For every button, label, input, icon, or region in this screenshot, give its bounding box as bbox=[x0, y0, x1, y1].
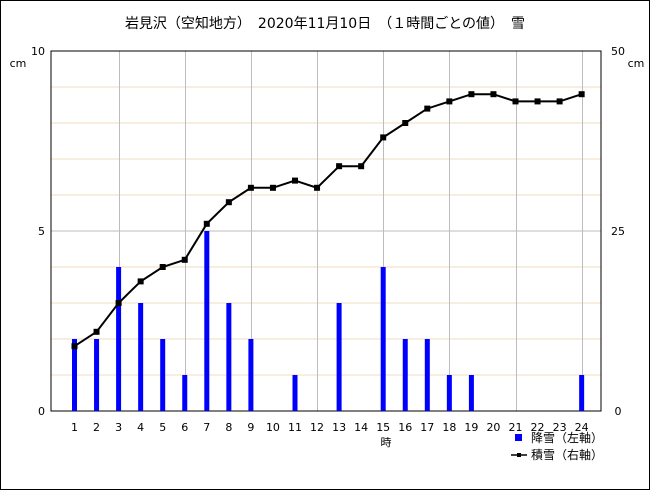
right-axis-unit: cm bbox=[628, 57, 645, 70]
snowfall-bar bbox=[160, 339, 166, 411]
snowfall-bar bbox=[204, 231, 210, 411]
snowfall-bar bbox=[468, 375, 474, 411]
snow-depth-point bbox=[424, 105, 431, 112]
x-tick-label: 12 bbox=[310, 421, 324, 434]
x-tick-label: 11 bbox=[288, 421, 302, 434]
snow-depth-point bbox=[159, 264, 166, 270]
x-tick-label: 24 bbox=[575, 421, 589, 434]
legend-bar-swatch bbox=[515, 434, 522, 441]
legend-line-marker bbox=[517, 453, 521, 457]
snow-depth-point bbox=[512, 98, 519, 105]
snow-depth-point bbox=[358, 163, 365, 170]
snowfall-bar bbox=[446, 375, 452, 411]
snowfall-bar bbox=[579, 375, 585, 411]
x-tick-label: 15 bbox=[376, 421, 390, 434]
snow-depth-point bbox=[402, 120, 409, 126]
right-y-tick-label: 0 bbox=[615, 405, 622, 418]
x-axis-label: 時 bbox=[381, 436, 392, 449]
snow-depth-point bbox=[247, 184, 254, 191]
snow-depth-point bbox=[181, 256, 188, 263]
chart-title: 岩見沢（空知地方） 2020年11月10日 （１時間ごとの値） 雪 bbox=[125, 15, 525, 32]
snowfall-bar bbox=[248, 339, 254, 411]
snowfall-bar bbox=[138, 303, 144, 411]
x-tick-label: 1 bbox=[71, 421, 78, 434]
snowfall-bar bbox=[380, 267, 386, 411]
snow-depth-point bbox=[468, 91, 475, 98]
x-tick-label: 19 bbox=[464, 421, 478, 434]
snow-depth-point bbox=[71, 343, 78, 350]
snowfall-bar bbox=[226, 303, 232, 411]
right-y-tick-label: 50 bbox=[611, 45, 625, 58]
left-y-tick-label: 0 bbox=[38, 405, 45, 418]
axis-ticks: 1 2 3 4 5 6 7 8 9 10 11 12 13 14 15 16 17 18 19 20 21 22 23 240… bbox=[31, 45, 625, 434]
snow-depth-point bbox=[446, 98, 453, 105]
snow-depth-point bbox=[578, 91, 585, 98]
snow-depth-point bbox=[137, 278, 144, 285]
snow-depth-point bbox=[269, 184, 276, 191]
x-tick-label: 4 bbox=[137, 421, 144, 434]
snowfall-bar bbox=[94, 339, 100, 411]
x-tick-label: 23 bbox=[553, 421, 567, 434]
snow-depth-point bbox=[225, 199, 232, 206]
snowfall-bar bbox=[182, 375, 188, 411]
snowfall-bar bbox=[292, 375, 298, 411]
snowfall-bar bbox=[116, 267, 122, 411]
x-tick-label: 20 bbox=[486, 421, 500, 434]
snowfall-bars bbox=[72, 231, 585, 411]
x-tick-label: 8 bbox=[225, 421, 232, 434]
snow-depth-line bbox=[71, 91, 585, 350]
left-axis-unit: cm bbox=[10, 57, 27, 70]
snow-depth-point bbox=[93, 328, 100, 335]
x-tick-label: 9 bbox=[247, 421, 254, 434]
snowfall-bar bbox=[424, 339, 430, 411]
x-tick-label: 6 bbox=[181, 421, 188, 434]
snow-depth-point bbox=[115, 300, 122, 306]
legend: 降雪（左軸） 積雪（右軸） bbox=[511, 430, 603, 462]
left-y-tick-label: 5 bbox=[38, 225, 45, 238]
legend-depth-label: 積雪（右軸） bbox=[531, 447, 603, 462]
snow-depth-polyline bbox=[73, 93, 582, 348]
snow-depth-point bbox=[490, 91, 497, 98]
x-tick-label: 14 bbox=[354, 421, 368, 434]
snowfall-bar bbox=[402, 339, 408, 411]
legend-snowfall-label: 降雪（左軸） bbox=[531, 430, 603, 445]
x-tick-label: 21 bbox=[509, 421, 523, 434]
x-tick-label: 13 bbox=[332, 421, 346, 434]
plot-area bbox=[50, 50, 602, 412]
snow-depth-point bbox=[556, 98, 563, 105]
snow-depth-point bbox=[534, 98, 541, 105]
x-tick-label: 7 bbox=[203, 421, 210, 434]
x-tick-label: 22 bbox=[531, 421, 545, 434]
x-tick-label: 2 bbox=[93, 421, 100, 434]
x-tick-label: 5 bbox=[159, 421, 166, 434]
x-tick-label: 16 bbox=[398, 421, 412, 434]
snow-depth-point bbox=[314, 184, 321, 191]
snowfall-bar bbox=[72, 339, 77, 411]
right-y-tick-label: 25 bbox=[611, 225, 625, 238]
grid bbox=[51, 51, 601, 411]
x-tick-label: 3 bbox=[115, 421, 122, 434]
snow-depth-point bbox=[336, 163, 343, 170]
snow-depth-point bbox=[203, 220, 210, 227]
snow-depth-point bbox=[292, 177, 298, 184]
x-tick-label: 10 bbox=[266, 421, 280, 434]
snow-depth-point bbox=[380, 134, 387, 141]
snowfall-bar bbox=[336, 303, 342, 411]
x-tick-label: 18 bbox=[442, 421, 456, 434]
x-tick-label: 17 bbox=[420, 421, 434, 434]
left-y-tick-label: 10 bbox=[31, 45, 45, 58]
